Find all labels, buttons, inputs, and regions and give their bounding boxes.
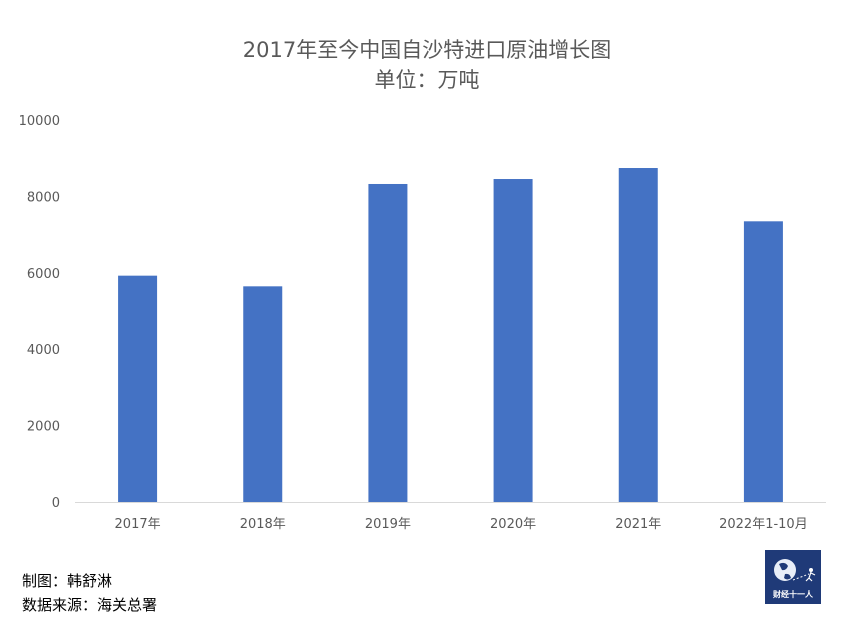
bar-1 bbox=[243, 286, 283, 502]
y-tick-label: 10000 bbox=[19, 114, 60, 129]
bar-2 bbox=[368, 183, 408, 503]
y-tick-label: 6000 bbox=[27, 267, 60, 282]
y-tick-label: 4000 bbox=[27, 343, 60, 358]
bar-0 bbox=[118, 275, 158, 502]
bar-3 bbox=[493, 179, 533, 503]
chart-subtitle: 单位：万吨 bbox=[374, 68, 480, 92]
globe-icon bbox=[774, 559, 816, 582]
bar-4 bbox=[618, 168, 658, 502]
y-tick-label: 0 bbox=[52, 496, 60, 511]
made-by-label: 制图：韩舒淋 bbox=[22, 572, 113, 590]
bar-5 bbox=[743, 221, 783, 502]
logo-text: 财经十一人 bbox=[773, 590, 813, 599]
y-tick-label: 8000 bbox=[27, 190, 60, 205]
x-tick-label: 2021年 bbox=[615, 517, 661, 532]
y-tick-label: 2000 bbox=[27, 420, 60, 435]
source-label: 数据来源：海关总署 bbox=[22, 596, 158, 614]
chart-title: 2017年至今中国自沙特进口原油增长图 bbox=[242, 38, 612, 62]
x-tick-label: 2017年 bbox=[115, 517, 161, 532]
x-tick-label: 2019年 bbox=[365, 517, 411, 532]
x-tick-label: 2020年 bbox=[490, 517, 536, 532]
brand-logo: 财经十一人 bbox=[765, 550, 821, 604]
x-tick-label: 2022年1-10月 bbox=[719, 517, 808, 532]
x-tick-label: 2018年 bbox=[240, 517, 286, 532]
